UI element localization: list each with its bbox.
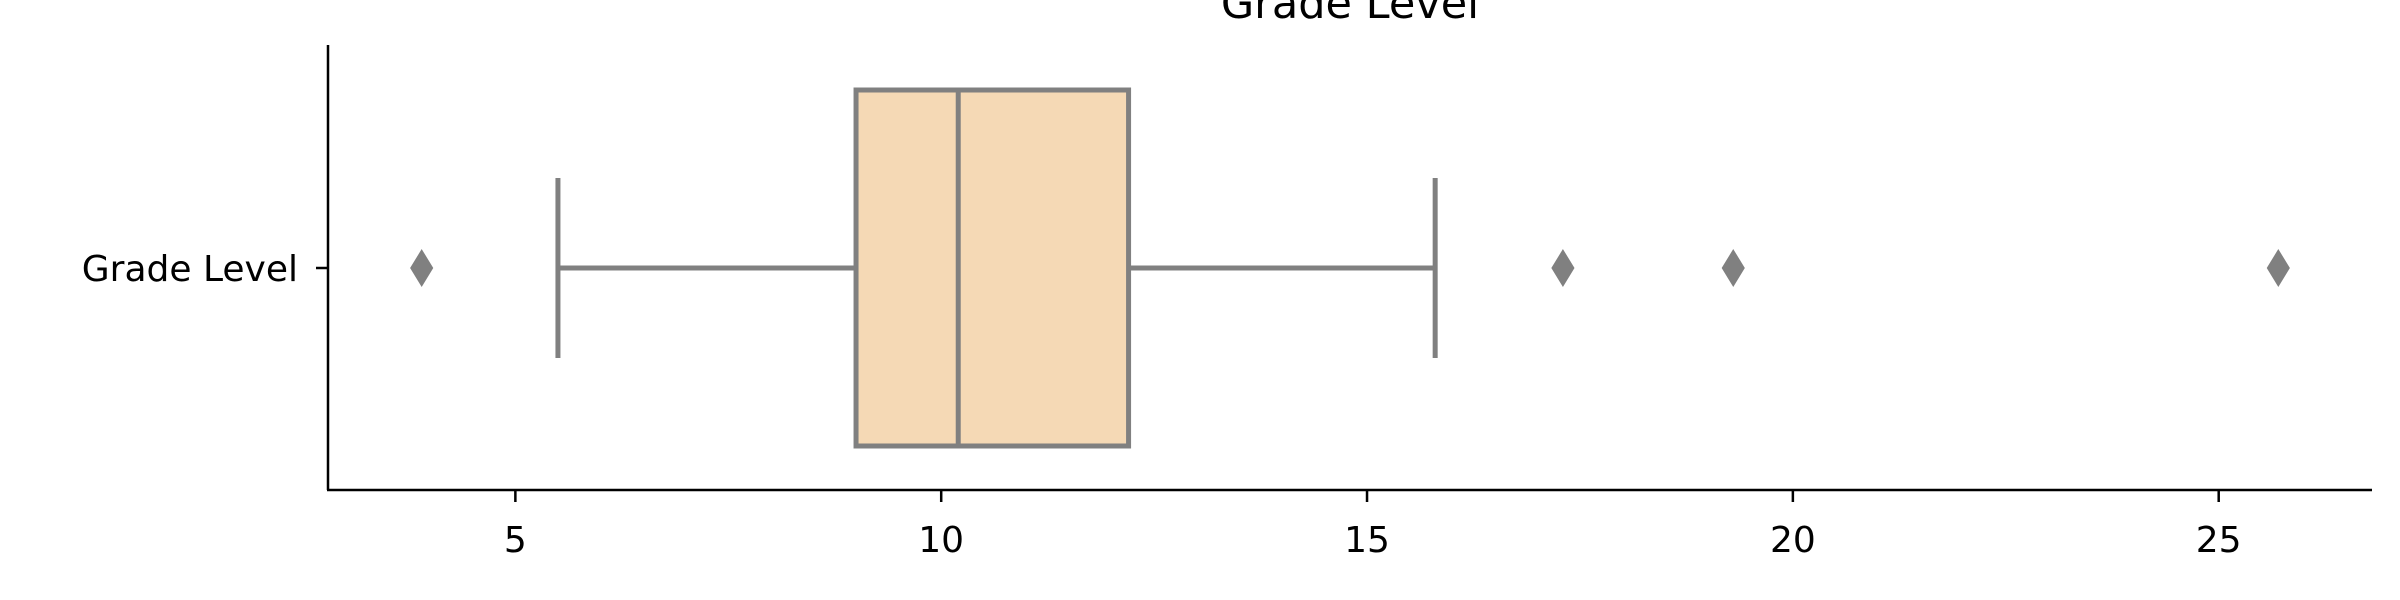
plot-area [410,87,2290,449]
outlier-marker [2266,249,2290,287]
iqr-box [853,87,1132,449]
chart-title: Grade Level [1221,0,1479,29]
y-tick-label: Grade Level [82,249,298,290]
outlier-marker [410,249,434,287]
y-axis-ticks: Grade Level [82,249,328,290]
x-tick-label: 5 [504,520,527,561]
x-tick-label: 15 [1344,520,1390,561]
x-axis-ticks: 5 10 15 20 25 [504,490,2242,561]
x-tick-label: 20 [1770,520,1816,561]
x-tick-label: 10 [918,520,964,561]
x-tick-label: 25 [2196,520,2242,561]
outlier-marker [1551,249,1575,287]
outlier-marker [1721,249,1745,287]
